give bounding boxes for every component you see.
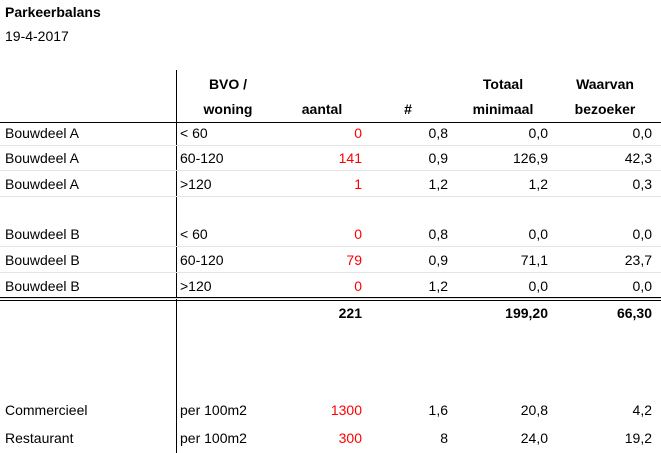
cell: Restaurant — [5, 430, 74, 446]
row-line — [0, 145, 661, 146]
cell: 0,9 — [428, 150, 448, 166]
column-header: Waarvan — [576, 76, 634, 92]
column-header: aantal — [301, 101, 343, 117]
cell: 42,3 — [624, 150, 652, 166]
cell: 300 — [338, 430, 362, 446]
row-line — [0, 246, 661, 247]
cell: 1300 — [330, 402, 362, 418]
cell: 1,2 — [528, 176, 548, 192]
cell: 1,6 — [428, 402, 448, 418]
total-border — [0, 300, 661, 301]
cell: 19,2 — [624, 430, 652, 446]
cell: >120 — [180, 176, 212, 192]
total-cell: 221 — [338, 305, 362, 321]
sheet-title: Parkeerbalans — [5, 4, 101, 20]
column-divider — [176, 70, 177, 453]
cell: 1,2 — [428, 176, 448, 192]
cell: 4,2 — [632, 402, 652, 418]
cell: Bouwdeel B — [5, 278, 80, 294]
cell: 0,0 — [632, 226, 652, 242]
cell: 0 — [354, 278, 362, 294]
total-cell: 199,20 — [505, 305, 548, 321]
cell: 23,7 — [624, 252, 652, 268]
cell: 8 — [440, 430, 448, 446]
cell: 1,2 — [428, 278, 448, 294]
cell: per 100m2 — [180, 402, 247, 418]
total-cell: 66,30 — [616, 305, 652, 321]
cell: 126,9 — [512, 150, 548, 166]
column-header: woning — [203, 101, 253, 117]
column-header: BVO / — [208, 76, 248, 92]
cell: 0,0 — [528, 125, 548, 141]
cell: 79 — [346, 252, 362, 268]
cell: 60-120 — [180, 252, 224, 268]
cell: Bouwdeel B — [5, 226, 80, 242]
cell: Bouwdeel B — [5, 252, 80, 268]
cell: Bouwdeel A — [5, 176, 79, 192]
cell: 0 — [354, 125, 362, 141]
row-line — [0, 196, 661, 197]
cell: 0,8 — [428, 226, 448, 242]
cell: 0 — [354, 226, 362, 242]
header-border — [0, 122, 661, 123]
column-header: minimaal — [472, 101, 534, 117]
cell: 0,0 — [528, 226, 548, 242]
cell: Commercieel — [5, 402, 88, 418]
cell: < 60 — [180, 125, 208, 141]
cell: 24,0 — [520, 430, 548, 446]
sheet-date: 19-4-2017 — [5, 28, 69, 44]
cell: 0,3 — [632, 176, 652, 192]
cell: per 100m2 — [180, 430, 247, 446]
cell: 60-120 — [180, 150, 224, 166]
cell: 71,1 — [520, 252, 548, 268]
cell: 141 — [338, 150, 362, 166]
cell: 1 — [354, 176, 362, 192]
cell: Bouwdeel A — [5, 150, 79, 166]
cell: 0,0 — [632, 278, 652, 294]
row-line — [0, 298, 661, 299]
row-line — [0, 272, 661, 273]
column-header: Totaal — [482, 76, 524, 92]
cell: 0,0 — [528, 278, 548, 294]
cell: 0,9 — [428, 252, 448, 268]
cell: >120 — [180, 278, 212, 294]
cell: 20,8 — [520, 402, 548, 418]
cell: 0,8 — [428, 125, 448, 141]
column-header: bezoeker — [574, 101, 636, 117]
cell: < 60 — [180, 226, 208, 242]
cell: Bouwdeel A — [5, 125, 79, 141]
total-border — [0, 297, 661, 298]
row-line — [0, 170, 661, 171]
column-header: # — [404, 101, 412, 117]
cell: 0,0 — [632, 125, 652, 141]
